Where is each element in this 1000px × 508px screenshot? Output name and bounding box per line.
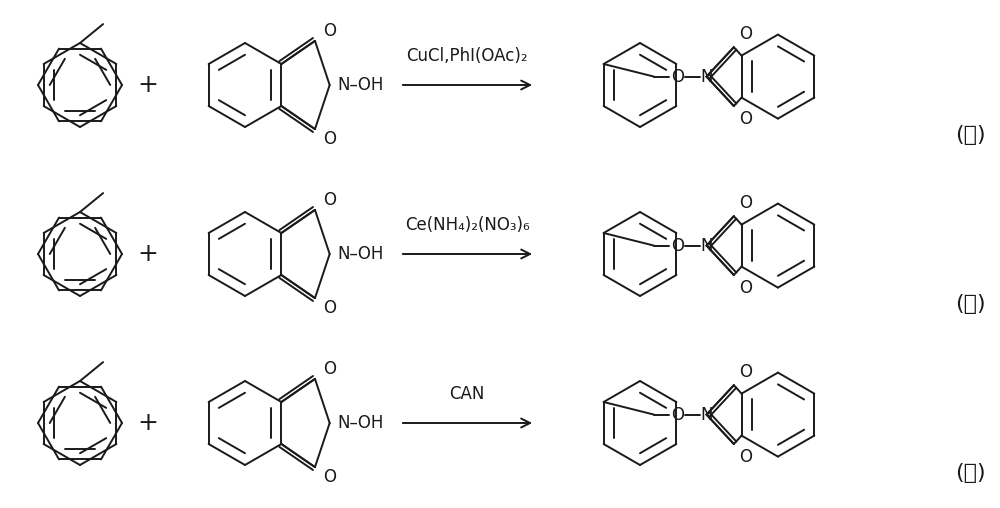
Text: N–OH: N–OH	[338, 414, 384, 432]
Text: +: +	[138, 73, 158, 97]
Text: (３): (３)	[955, 463, 985, 483]
Text: O: O	[323, 360, 336, 378]
Text: O: O	[740, 279, 753, 297]
Text: O: O	[671, 68, 684, 86]
Text: CuCl,PhI(OAc)₂: CuCl,PhI(OAc)₂	[406, 47, 528, 65]
Text: Ce(NH₄)₂(NO₃)₆: Ce(NH₄)₂(NO₃)₆	[405, 216, 529, 234]
Text: O: O	[740, 110, 753, 128]
Text: N–OH: N–OH	[338, 76, 384, 94]
Text: +: +	[138, 411, 158, 435]
Text: N: N	[700, 405, 713, 424]
Text: N–OH: N–OH	[338, 245, 384, 263]
Text: +: +	[138, 242, 158, 266]
Text: O: O	[740, 363, 753, 381]
Text: O: O	[740, 448, 753, 466]
Text: N: N	[700, 237, 713, 255]
Text: O: O	[323, 130, 336, 148]
Text: O: O	[323, 22, 336, 40]
Text: O: O	[323, 190, 336, 209]
Text: (２): (２)	[955, 294, 985, 314]
Text: (１): (１)	[955, 125, 985, 145]
Text: N: N	[700, 68, 713, 86]
Text: O: O	[740, 25, 753, 43]
Text: O: O	[671, 237, 684, 255]
Text: O: O	[323, 468, 336, 486]
Text: CAN: CAN	[449, 385, 485, 403]
Text: O: O	[323, 299, 336, 318]
Text: O: O	[671, 405, 684, 424]
Text: O: O	[740, 194, 753, 212]
